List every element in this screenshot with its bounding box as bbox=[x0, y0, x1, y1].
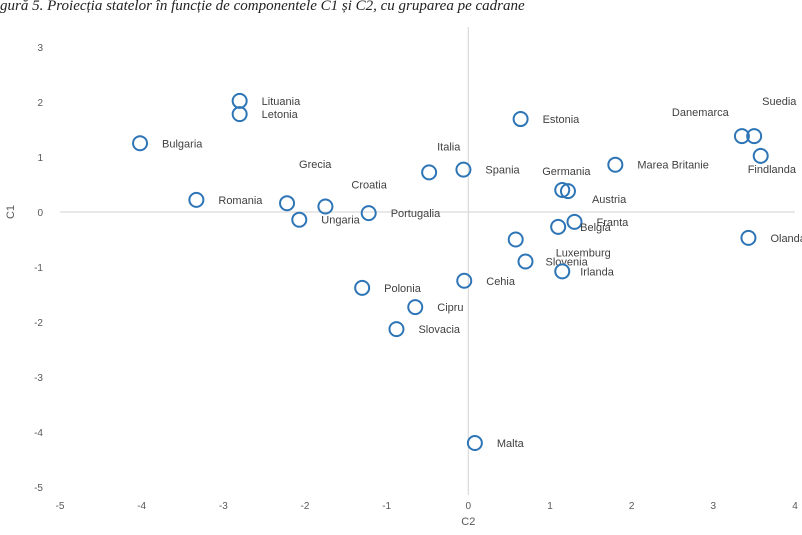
y-axis-label: C1 bbox=[5, 205, 17, 219]
x-axis-label: C2 bbox=[461, 516, 475, 528]
data-point-label: Cipru bbox=[437, 302, 463, 314]
data-point bbox=[550, 218, 567, 235]
y-tick-label: 0 bbox=[37, 208, 43, 219]
figure-caption: gură 5. Proiecția statelor în funcție de… bbox=[0, 0, 525, 14]
data-point-label: Luxemburg bbox=[556, 248, 611, 260]
x-tick-label: -1 bbox=[382, 501, 391, 512]
y-tick-label: -1 bbox=[34, 263, 43, 274]
data-point-label: Estonia bbox=[543, 114, 581, 126]
data-point bbox=[746, 128, 763, 145]
data-point bbox=[740, 229, 757, 246]
x-tick-label: 4 bbox=[792, 501, 798, 512]
x-tick-label: 0 bbox=[466, 501, 472, 512]
data-point-label: Franta bbox=[597, 217, 630, 229]
data-point-label: Letonia bbox=[262, 109, 299, 121]
data-point-label: Lituania bbox=[262, 96, 301, 108]
data-point bbox=[752, 147, 769, 164]
data-point bbox=[559, 183, 576, 200]
y-tick-label: -3 bbox=[34, 373, 43, 384]
data-point bbox=[188, 191, 205, 208]
x-tick-label: 3 bbox=[711, 501, 717, 512]
data-point-label: Polonia bbox=[384, 283, 422, 295]
data-point-label: Romania bbox=[218, 195, 263, 207]
data-point bbox=[388, 321, 405, 338]
y-tick-label: -5 bbox=[34, 483, 43, 494]
data-point-label: Ungaria bbox=[321, 215, 360, 227]
data-point-label: Italia bbox=[437, 141, 461, 153]
y-tick-label: -4 bbox=[34, 428, 43, 439]
data-point bbox=[554, 263, 571, 280]
data-point-label: Findlanda bbox=[748, 164, 797, 176]
data-point-label: Grecia bbox=[299, 159, 332, 171]
data-point bbox=[132, 135, 149, 152]
x-tick-label: 2 bbox=[629, 501, 635, 512]
x-tick-label: -3 bbox=[219, 501, 228, 512]
x-tick-label: 1 bbox=[547, 501, 553, 512]
data-point bbox=[455, 161, 472, 178]
data-point-label: Olanda bbox=[770, 233, 802, 245]
tick-labels: -5 -4 -3 -2 -1 0 1 2 3 4 -5 -4 -3 -2 -1 0 1 2 3 bbox=[34, 43, 798, 512]
y-tick-label: 3 bbox=[37, 43, 43, 54]
data-point-label: Portugalia bbox=[391, 208, 441, 220]
data-point-label: Austria bbox=[592, 194, 627, 206]
data-point bbox=[231, 92, 248, 109]
y-tick-label: 1 bbox=[37, 153, 43, 164]
x-tick-label: -5 bbox=[56, 501, 65, 512]
data-point-label: Bulgaria bbox=[162, 138, 203, 150]
data-point bbox=[733, 128, 750, 145]
data-point bbox=[291, 211, 308, 228]
data-point bbox=[507, 231, 524, 248]
data-point-label: Spania bbox=[485, 165, 520, 177]
data-point bbox=[360, 205, 377, 222]
data-point bbox=[566, 213, 583, 230]
data-point-label: Cehia bbox=[486, 276, 516, 288]
data-point bbox=[554, 182, 571, 198]
data-point-label: Irlanda bbox=[580, 266, 615, 278]
data-point-label: Slovenia bbox=[546, 257, 589, 269]
data-point-label: Suedia bbox=[762, 96, 797, 108]
data-point-label: Croatia bbox=[351, 180, 387, 192]
axes bbox=[60, 27, 795, 495]
data-point bbox=[231, 106, 248, 123]
data-point-label: Belgia bbox=[580, 222, 611, 234]
data-point bbox=[279, 195, 296, 212]
data-point-label: Danemarca bbox=[672, 107, 730, 119]
x-tick-label: -2 bbox=[301, 501, 310, 512]
data-point bbox=[456, 272, 473, 289]
data-point bbox=[512, 111, 529, 128]
data-point bbox=[517, 253, 534, 270]
data-point bbox=[407, 299, 424, 316]
data-point-label: Germania bbox=[542, 166, 591, 178]
y-tick-label: -2 bbox=[34, 318, 43, 329]
data-point bbox=[466, 435, 483, 451]
data-point bbox=[354, 279, 371, 296]
x-tick-label: -4 bbox=[137, 501, 146, 512]
data-point bbox=[607, 156, 624, 173]
data-point bbox=[421, 164, 438, 181]
data-point bbox=[317, 198, 334, 215]
y-tick-label: 2 bbox=[37, 98, 43, 109]
data-point-label: Malta bbox=[497, 438, 525, 450]
data-point-label: Marea Britanie bbox=[637, 160, 709, 172]
data-point-label: Slovacia bbox=[418, 324, 460, 336]
